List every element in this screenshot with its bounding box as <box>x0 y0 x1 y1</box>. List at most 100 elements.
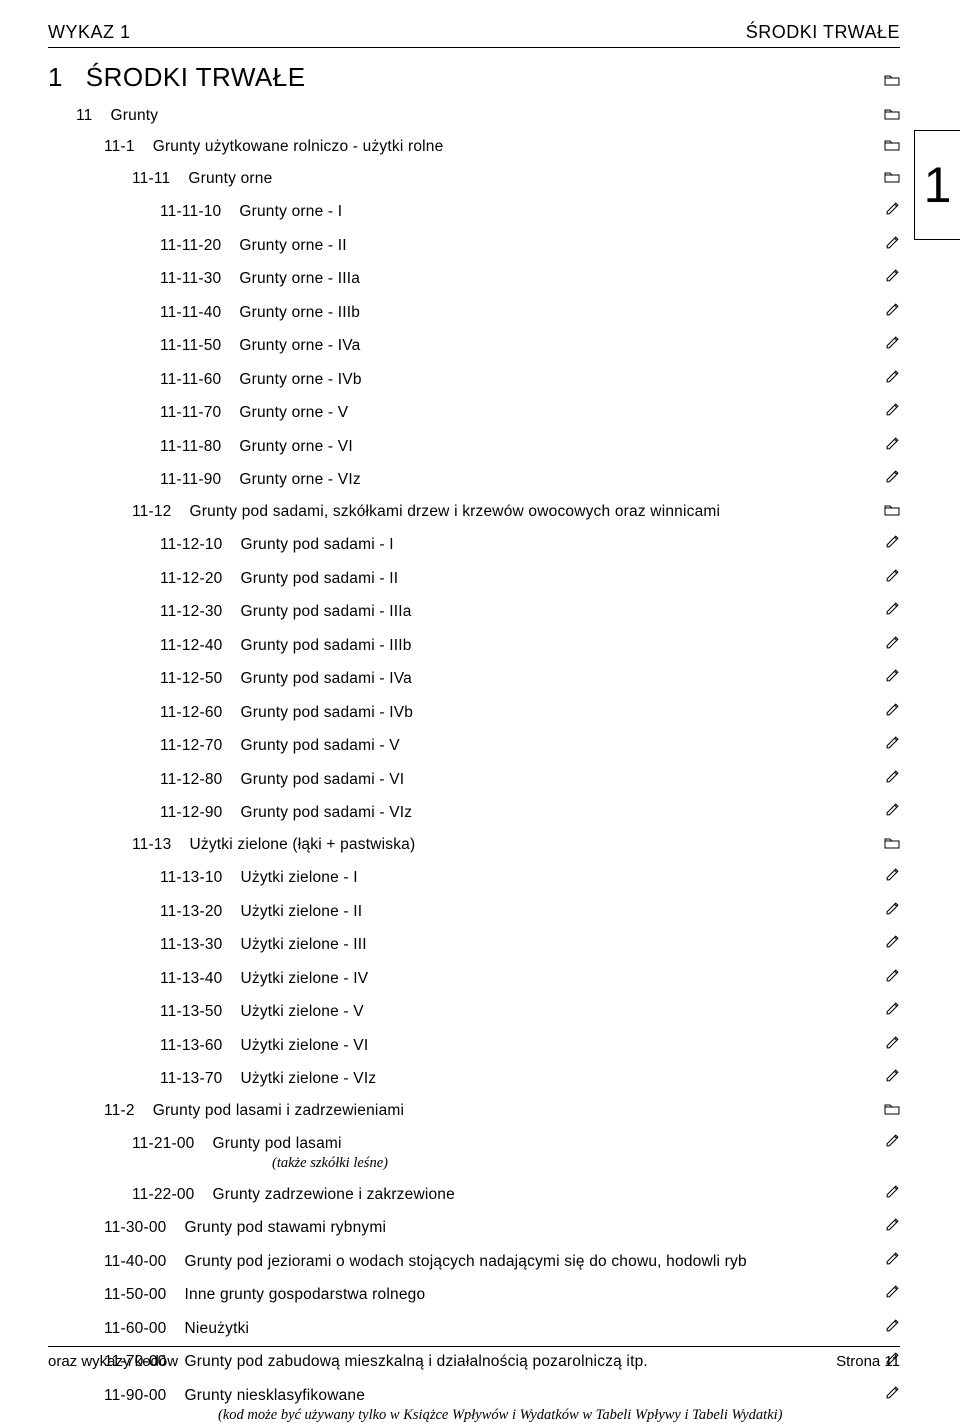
row-icon <box>878 235 900 254</box>
pencil-icon <box>885 469 900 484</box>
list-row: 11-11-30Grunty orne - IIIa <box>48 261 900 295</box>
section-number: 1 <box>48 62 78 93</box>
row-code: 11-21-00 <box>48 1136 195 1152</box>
row-icon <box>878 1217 900 1236</box>
list-row: 11-11-50Grunty orne - IVa <box>48 328 900 362</box>
row-code: 11-11-70 <box>48 405 221 421</box>
list-row: 11-13-10Użytki zielone - I <box>48 860 900 894</box>
row-icon <box>878 1035 900 1054</box>
pencil-icon <box>885 1035 900 1050</box>
pencil-icon <box>885 668 900 683</box>
row-code: 11-12-30 <box>48 604 223 620</box>
row-icon <box>878 702 900 721</box>
row-icon <box>878 568 900 587</box>
row-icon <box>878 601 900 620</box>
pencil-icon <box>885 769 900 784</box>
folder-icon <box>884 138 900 151</box>
list-row: 11-1Grunty użytkowane rolniczo - użytki … <box>48 131 900 163</box>
row-icon <box>878 901 900 920</box>
list-row: 11-21-00Grunty pod lasami <box>48 1126 900 1160</box>
pencil-icon <box>885 901 900 916</box>
pencil-icon <box>885 1217 900 1232</box>
row-icon <box>878 335 900 354</box>
row-code: 11-2 <box>48 1103 135 1119</box>
section-title-row: 1 ŚRODKI TRWAŁE <box>48 62 900 93</box>
list-row: 11-40-00Grunty pod jeziorami o wodach st… <box>48 1243 900 1277</box>
row-label: Grunty <box>93 108 879 124</box>
row-icon <box>878 1284 900 1303</box>
row-code: 11 <box>48 108 93 124</box>
list-row: 11-13-70Użytki zielone - VIz <box>48 1061 900 1095</box>
row-code: 11-11-60 <box>48 372 221 388</box>
row-code: 11-12-80 <box>48 772 223 788</box>
pencil-icon <box>885 1001 900 1016</box>
row-code: 11-13-60 <box>48 1038 223 1054</box>
row-icon <box>878 1001 900 1020</box>
row-label: Grunty pod sadami - VI <box>223 772 879 788</box>
row-icon <box>878 802 900 821</box>
header-right: ŚRODKI TRWAŁE <box>746 22 900 43</box>
section-label: ŚRODKI TRWAŁE <box>86 62 306 92</box>
row-label: Nieużytki <box>167 1321 879 1337</box>
row-icon <box>878 1102 900 1119</box>
row-icon <box>878 668 900 687</box>
row-icon <box>878 635 900 654</box>
pencil-icon <box>885 1068 900 1083</box>
row-label: Grunty użytkowane rolniczo - użytki roln… <box>135 139 878 155</box>
row-label: Grunty orne - IIIa <box>221 271 878 287</box>
row-label: Grunty orne - I <box>221 204 878 220</box>
row-code: 11-11-50 <box>48 338 221 354</box>
row-icon <box>878 369 900 388</box>
list-row: 11-12-90Grunty pod sadami - VIz <box>48 795 900 829</box>
row-label: Grunty orne - IVa <box>221 338 878 354</box>
row-code: 11-40-00 <box>48 1254 167 1270</box>
list-row: 11-22-00Grunty zadrzewione i zakrzewione <box>48 1176 900 1210</box>
row-label: Grunty pod sadami - IVa <box>223 671 879 687</box>
list-row: 11-11-40Grunty orne - IIIb <box>48 294 900 328</box>
row-label: Użytki zielone - II <box>223 904 879 920</box>
pencil-icon <box>885 302 900 317</box>
pencil-icon <box>885 402 900 417</box>
row-code: 11-22-00 <box>48 1187 195 1203</box>
folder-icon <box>884 1102 900 1115</box>
pencil-icon <box>885 635 900 650</box>
pencil-icon <box>885 235 900 250</box>
pencil-icon <box>885 702 900 717</box>
pencil-icon <box>885 568 900 583</box>
row-code: 11-11 <box>48 171 170 187</box>
row-icon <box>878 867 900 886</box>
row-icon <box>878 534 900 553</box>
row-label: Użytki zielone - III <box>223 937 879 953</box>
row-icon <box>878 1385 900 1404</box>
row-label: Użytki zielone - IV <box>223 971 879 987</box>
pencil-icon <box>885 601 900 616</box>
row-icon <box>878 107 900 124</box>
row-code: 11-12-40 <box>48 638 223 654</box>
row-code: 11-12-50 <box>48 671 223 687</box>
row-label: Grunty pod sadami, szkółkami drzew i krz… <box>172 504 879 520</box>
side-tab: 1 <box>914 130 960 240</box>
row-label: Grunty pod sadami - IVb <box>223 705 879 721</box>
row-icon <box>878 1251 900 1270</box>
row-icon <box>878 1133 900 1152</box>
row-label: Grunty zadrzewione i zakrzewione <box>195 1187 879 1203</box>
row-code: 11-13-20 <box>48 904 223 920</box>
row-label: Użytki zielone - VIz <box>223 1071 879 1087</box>
list-row: 11-50-00Inne grunty gospodarstwa rolnego <box>48 1277 900 1311</box>
pencil-icon <box>885 1284 900 1299</box>
list-row: 11-13Użytki zielone (łąki + pastwiska) <box>48 828 900 860</box>
pencil-icon <box>885 968 900 983</box>
row-label: Grunty pod sadami - VIz <box>223 805 879 821</box>
row-code: 11-11-20 <box>48 238 221 254</box>
list-row: 11-12-40Grunty pod sadami - IIIb <box>48 627 900 661</box>
list-row: 11-13-60Użytki zielone - VI <box>48 1027 900 1061</box>
pencil-icon <box>885 436 900 451</box>
row-label: Grunty orne - IIIb <box>221 305 878 321</box>
row-code: 11-50-00 <box>48 1287 167 1303</box>
pencil-icon <box>885 201 900 216</box>
row-icon <box>878 769 900 788</box>
list-row: 11-11-10Grunty orne - I <box>48 194 900 228</box>
row-label: Grunty pod sadami - V <box>223 738 879 754</box>
row-icon <box>878 735 900 754</box>
list-row: 11-12-60Grunty pod sadami - IVb <box>48 694 900 728</box>
